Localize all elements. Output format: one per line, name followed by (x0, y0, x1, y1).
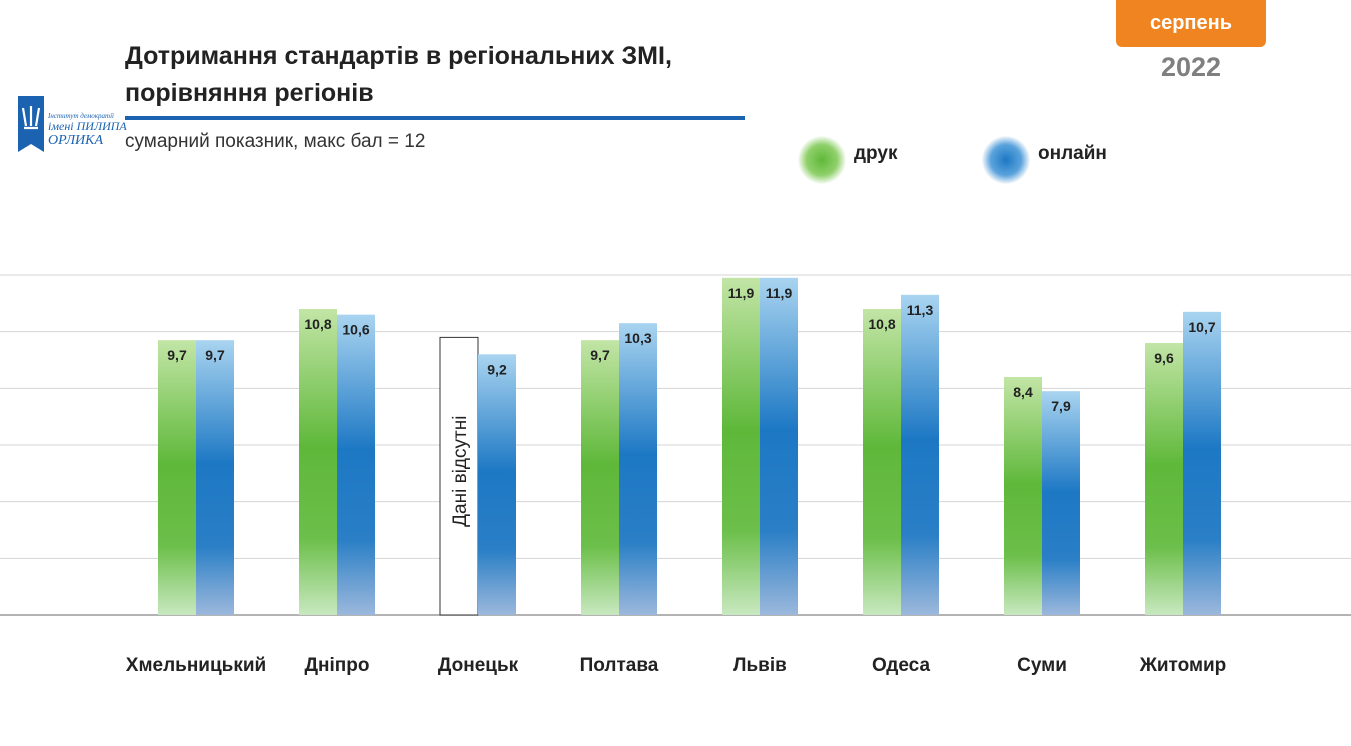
bar-print (1004, 377, 1042, 615)
bar-print (863, 309, 901, 615)
legend-label-online: онлайн (1038, 143, 1107, 164)
data-label-online: 10,3 (624, 330, 651, 346)
legend-label-print: друк (854, 143, 898, 164)
bar-online (760, 277, 798, 615)
year-label: 2022 (1160, 52, 1222, 82)
bar-print (299, 309, 337, 615)
bar-print (158, 340, 196, 615)
data-label-online: 9,7 (205, 347, 225, 363)
logo-line2: імені ПИЛИПА (48, 119, 127, 133)
bar-online (196, 340, 234, 615)
title-underline (125, 116, 745, 120)
data-label-online: 9,2 (487, 361, 507, 377)
missing-data-bar (439, 336, 479, 616)
missing-data-label: Дані відсутні (450, 416, 471, 527)
category-label: Житомир (1139, 655, 1227, 676)
data-label-print: 11,9 (728, 285, 755, 301)
institute-logo: Інститут демократії імені ПИЛИПА ОРЛИКА (12, 96, 127, 156)
logo-line3: ОРЛИКА (48, 133, 104, 148)
bar-online (1183, 311, 1221, 615)
month-badge: серпень (1116, 0, 1266, 47)
data-label-online: 11,9 (766, 285, 793, 301)
legend-item-online: онлайн (982, 136, 1107, 184)
chart-title-line1: Дотримання стандартів в регіональних ЗМІ… (125, 42, 672, 70)
category-labels: Хмельницький Дніпро Донецьк Полтава Львів Оде… (126, 655, 1227, 676)
data-label-print: 10,8 (868, 316, 895, 332)
legend-item-print: друк (798, 136, 898, 184)
data-label-print: 9,7 (167, 347, 187, 363)
category-label: Хмельницький (126, 655, 266, 676)
bar-print (722, 277, 760, 615)
logo-line1: Інститут демократії (48, 112, 115, 120)
trident-emblem-icon (18, 96, 44, 152)
chart-title-line2: порівняння регіонів (125, 79, 374, 107)
bar-online (619, 323, 657, 615)
bar-print (1145, 343, 1183, 615)
legend-swatch-print (798, 136, 846, 184)
data-label-print: 9,7 (590, 347, 610, 363)
legend-swatch-online (982, 136, 1030, 184)
bar-online (1042, 391, 1080, 615)
bar-online (337, 314, 375, 615)
category-label: Суми (1017, 655, 1067, 676)
category-label: Дніпро (305, 655, 370, 676)
category-label: Полтава (580, 655, 659, 676)
chart-subtitle: сумарний показник, макс бал = 12 (125, 131, 426, 152)
category-label: Львів (733, 655, 787, 676)
data-labels: 9,7 9,7 10,8 10,6 Дані відсутні 9,2 9,7 10,3 11,… (167, 285, 1216, 527)
data-label-online: 10,7 (1188, 319, 1215, 335)
data-label-online: 11,3 (907, 302, 934, 318)
data-label-print: 10,8 (304, 316, 331, 332)
data-label-online: 7,9 (1051, 398, 1071, 414)
data-label-print: 9,6 (1154, 350, 1174, 366)
bar-print (581, 340, 619, 615)
data-label-print: 8,4 (1013, 384, 1033, 400)
chart-title: Дотримання стандартів в регіональних ЗМІ… (125, 38, 765, 112)
logo-text: Інститут демократії імені ПИЛИПА ОРЛИКА (48, 112, 127, 148)
category-label: Одеса (872, 655, 930, 676)
bar-online (478, 354, 516, 615)
bar-online (901, 294, 939, 615)
data-label-online: 10,6 (342, 322, 369, 338)
bars (158, 277, 1221, 616)
category-label: Донецьк (438, 655, 519, 676)
